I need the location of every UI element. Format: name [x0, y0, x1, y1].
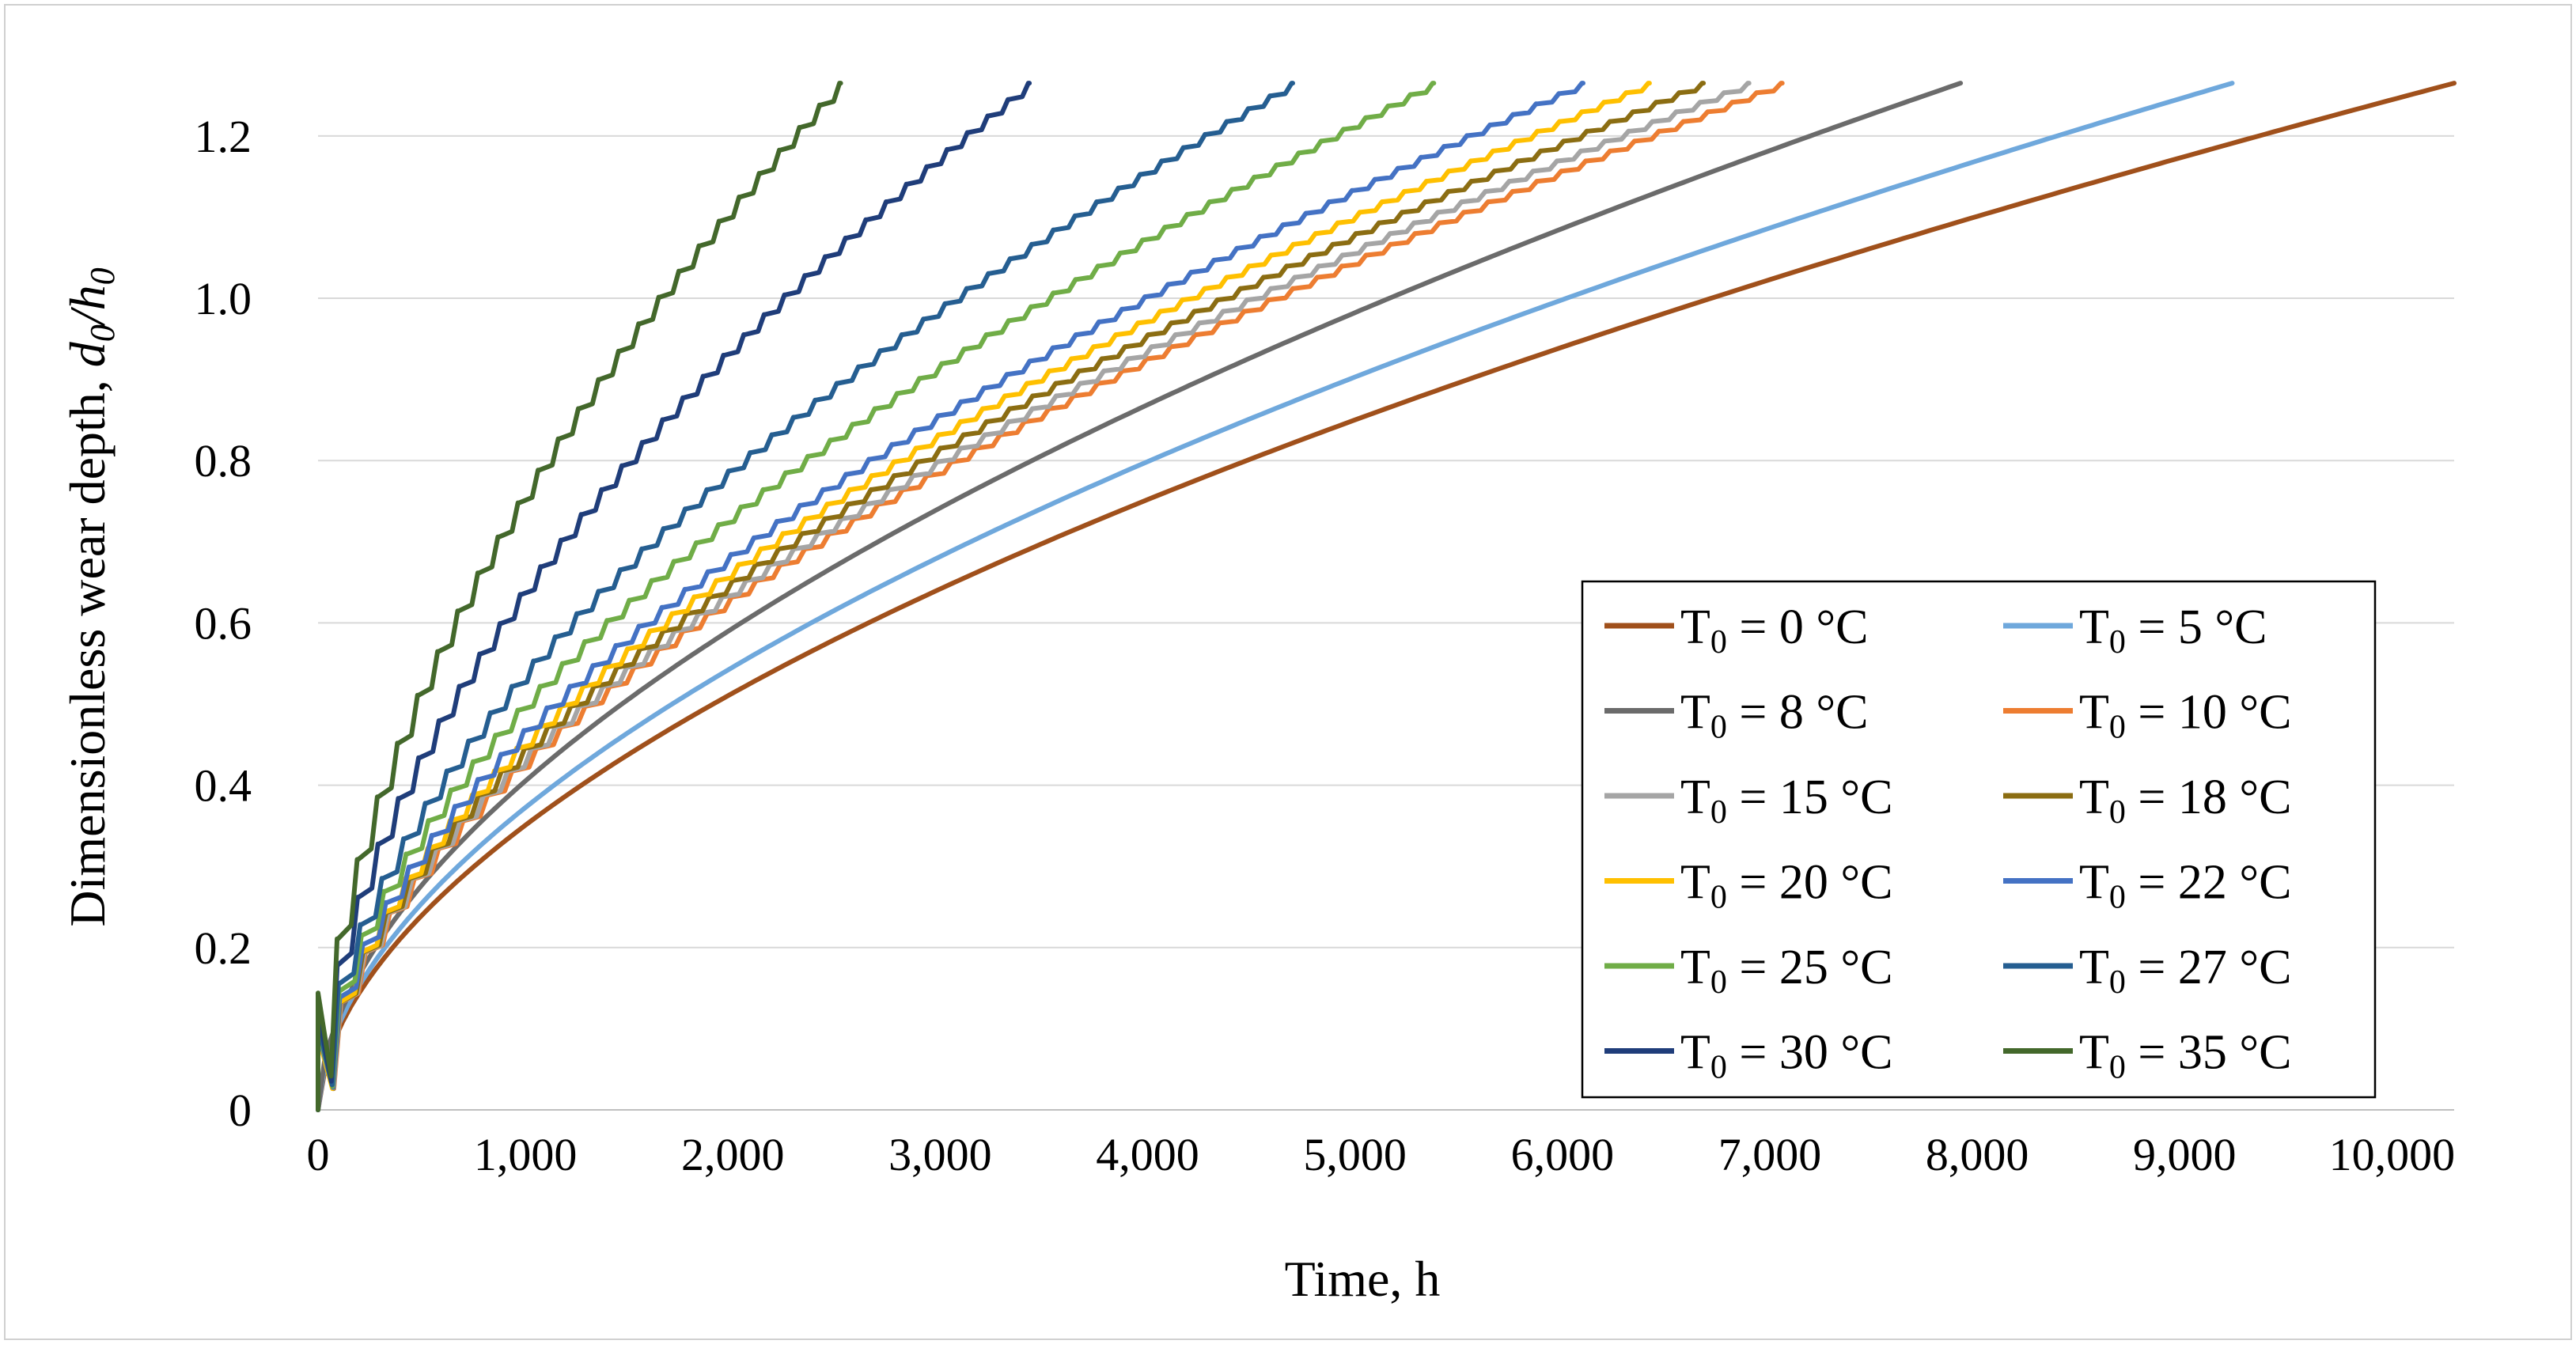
y-axis-title-prefix: Dimensionless wear depth,	[59, 367, 116, 926]
x-tick-label-8: 8,000	[1926, 1129, 2029, 1180]
y-tick-label-2: 0.4	[195, 760, 252, 812]
legend-label-sub: 0	[2109, 964, 2126, 1001]
legend-label-6: T0 = 20 °C	[1680, 856, 1893, 916]
y-tick-label-4: 0.8	[195, 435, 252, 487]
legend-label-sub: 0	[1710, 964, 1727, 1001]
y-axis-title-var2: h	[59, 285, 116, 310]
legend-label-sub: 0	[1710, 1050, 1727, 1086]
series-line-1	[316, 81, 2235, 1112]
legend-label-base: T	[1680, 686, 1710, 740]
legend-label-base: T	[2079, 600, 2109, 654]
legend-label-rest: = 27 °C	[2126, 941, 2292, 994]
y-tick-label-0: 0	[229, 1085, 252, 1136]
x-tick-label-0: 0	[307, 1129, 330, 1180]
y-axis-title-sub1: 0	[83, 324, 122, 342]
legend-label-sub: 0	[1710, 794, 1727, 831]
legend-label-rest: = 22 °C	[2126, 856, 2292, 910]
y-tick-label-1: 0.2	[195, 922, 252, 974]
legend-label-sub: 0	[1710, 710, 1727, 746]
series-lines	[316, 81, 2457, 1112]
legend-label-base: T	[1680, 600, 1710, 654]
legend-label-rest: = 35 °C	[2126, 1026, 2292, 1080]
legend-label-sub: 0	[2109, 624, 2126, 661]
series-line-10	[316, 81, 1032, 1112]
legend-label-rest: = 0 °C	[1727, 600, 1869, 654]
legend-label-base: T	[1680, 1026, 1710, 1080]
legend-label-base: T	[2079, 1026, 2109, 1080]
legend-label-base: T	[1680, 771, 1710, 824]
x-axis-title: Time, h	[1285, 1251, 1441, 1307]
y-tick-labels: 0 0.2 0.4 0.6 0.8 1.0 1.2	[195, 111, 252, 1136]
legend-label-base: T	[2079, 686, 2109, 740]
legend-label-8: T0 = 25 °C	[1680, 941, 1893, 1001]
legend-label-base: T	[1680, 941, 1710, 994]
series-line-11	[316, 81, 843, 1112]
legend-label-rest: = 8 °C	[1727, 686, 1869, 740]
x-tick-label-1: 1,000	[474, 1129, 578, 1180]
legend-box	[1581, 580, 2377, 1099]
legend-label-rest: = 20 °C	[1727, 856, 1893, 910]
legend-label-rest: = 25 °C	[1727, 941, 1893, 994]
legend-label-base: T	[1680, 856, 1710, 910]
x-tick-label-7: 7,000	[1718, 1129, 1822, 1180]
legend-label-7: T0 = 22 °C	[2079, 856, 2292, 916]
legend-label-rest: = 10 °C	[2126, 686, 2292, 740]
legend-label-11: T0 = 35 °C	[2079, 1026, 2292, 1086]
legend-label-sub: 0	[2109, 880, 2126, 916]
series-line-2	[316, 81, 1964, 1112]
legend-label-sub: 0	[2109, 794, 2126, 831]
legend-label-base: T	[2079, 941, 2109, 994]
y-axis-title-sub2: 0	[83, 267, 122, 285]
legend-label-rest: = 30 °C	[1727, 1026, 1893, 1080]
legend-label-sub: 0	[2109, 1050, 2126, 1086]
x-tick-label-10: 10,000	[2329, 1129, 2456, 1180]
legend-label-3: T0 = 10 °C	[2079, 686, 2292, 746]
x-tick-label-3: 3,000	[888, 1129, 992, 1180]
series-line-8	[316, 81, 1437, 1112]
legend-label-0: T0 = 0 °C	[1680, 600, 1869, 661]
legend-items: T0 = 0 °C T0 = 5 °CT0 = 8 °C T0 = 10 °CT0 …	[1604, 600, 2292, 1086]
y-axis-title-var1: d	[59, 341, 116, 367]
x-tick-label-2: 2,000	[681, 1129, 785, 1180]
y-axis-title: Dimensionless wear depth, d0/h0	[59, 267, 122, 926]
legend-label-base: T	[2079, 771, 2109, 824]
x-tick-labels: 0 1,000 2,000 3,000 4,000 5,000 6,000 7,000 8,00…	[307, 1129, 2456, 1180]
legend-label-4: T0 = 15 °C	[1680, 771, 1893, 831]
series-line-0	[316, 81, 2457, 1112]
y-tick-label-5: 1.0	[195, 273, 252, 324]
legend-label-sub: 0	[2109, 710, 2126, 746]
legend-label-rest: = 18 °C	[2126, 771, 2292, 824]
x-tick-label-5: 5,000	[1303, 1129, 1407, 1180]
legend-label-5: T0 = 18 °C	[2079, 771, 2292, 831]
legend-label-sub: 0	[1710, 880, 1727, 916]
legend-label-2: T0 = 8 °C	[1680, 686, 1869, 746]
legend-label-10: T0 = 30 °C	[1680, 1026, 1893, 1086]
legend: T0 = 0 °C T0 = 5 °CT0 = 8 °C T0 = 10 °CT0 …	[1581, 580, 2377, 1099]
legend-label-rest: = 5 °C	[2126, 600, 2267, 654]
x-tick-label-4: 4,000	[1096, 1129, 1199, 1180]
series-line-9	[316, 81, 1295, 1112]
legend-label-1: T0 = 5 °C	[2079, 600, 2267, 661]
legend-label-sub: 0	[1710, 624, 1727, 661]
legend-label-base: T	[2079, 856, 2109, 910]
legend-label-rest: = 15 °C	[1727, 771, 1893, 824]
y-tick-label-6: 1.2	[195, 111, 252, 162]
x-tick-label-6: 6,000	[1511, 1129, 1615, 1180]
x-tick-label-9: 9,000	[2133, 1129, 2237, 1180]
y-tick-label-3: 0.6	[195, 597, 252, 649]
legend-label-9: T0 = 27 °C	[2079, 941, 2292, 1001]
series-line-7	[316, 81, 1585, 1112]
